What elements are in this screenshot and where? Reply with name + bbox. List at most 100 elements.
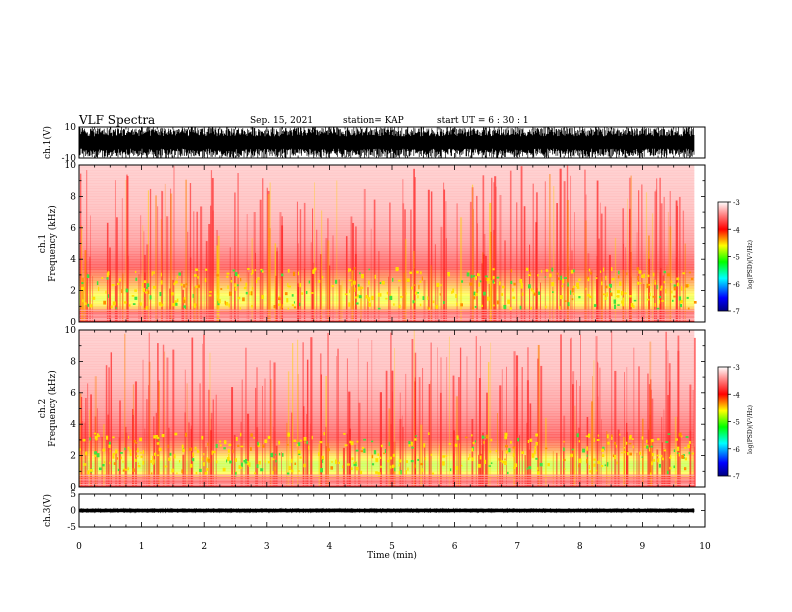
- spectrogram-emission: [417, 295, 419, 299]
- spectrogram-streak: [108, 367, 110, 487]
- spectrogram-streak: [170, 188, 172, 322]
- spectrogram-emission: [414, 438, 417, 441]
- spectrogram-emission: [410, 460, 414, 463]
- spectrogram-emission: [455, 294, 458, 298]
- spectrogram-emission: [158, 447, 162, 452]
- spectrogram-emission: [112, 301, 116, 306]
- spectrogram-emission: [467, 457, 470, 461]
- y-tick-label: 2: [70, 452, 76, 462]
- spectrogram-band: [79, 287, 695, 291]
- spectrogram-streak: [480, 453, 483, 487]
- spectrogram-streak: [160, 219, 163, 322]
- spectrogram-streak: [430, 265, 432, 322]
- spectrogram-streak: [312, 262, 315, 322]
- spectrogram-streak: [626, 451, 629, 487]
- spectrogram-emission: [235, 437, 238, 441]
- spectrogram-emission: [560, 275, 562, 281]
- spectrogram-emission: [178, 460, 181, 463]
- spectrogram-emission: [202, 456, 204, 461]
- spectrogram-band: [79, 238, 695, 242]
- spectrogram-emission: [490, 462, 493, 464]
- spectrogram-emission: [563, 447, 565, 452]
- spectrogram-emission: [228, 453, 230, 459]
- spectrogram-emission: [156, 436, 160, 440]
- spectrogram-streak: [513, 351, 516, 487]
- spectrogram-band: [79, 274, 695, 278]
- spectrogram-emission: [624, 292, 627, 295]
- spectrogram-emission: [418, 284, 420, 290]
- spectrogram-emission: [605, 285, 608, 289]
- spectrogram-emission: [564, 300, 567, 303]
- spectrogram-emission: [630, 302, 634, 308]
- spectrogram-band: [79, 251, 695, 255]
- spectrogram-emission: [237, 444, 240, 447]
- spectrogram-emission: [143, 280, 147, 284]
- spectrogram-streak: [638, 366, 640, 487]
- colorbar-tick-label: -4: [733, 391, 740, 399]
- spectrogram-streak: [674, 416, 677, 487]
- spectrogram-emission: [142, 462, 144, 465]
- spectrogram-streak: [402, 203, 405, 322]
- y-tick-label: 0: [70, 318, 76, 328]
- spectrogram-emission: [647, 274, 650, 278]
- spectrogram-band: [79, 364, 695, 367]
- spectrogram-emission: [294, 462, 297, 465]
- spectrogram-emission: [156, 442, 160, 445]
- spectrogram-emission: [676, 282, 680, 287]
- spectrogram-emission: [160, 280, 163, 285]
- spectrogram-emission: [353, 280, 356, 285]
- spectrogram-emission: [284, 292, 288, 296]
- spectrogram-emission: [301, 292, 304, 295]
- spectrogram-emission: [602, 267, 605, 272]
- spectrogram-emission: [649, 472, 652, 476]
- spectrogram-emission: [686, 296, 689, 299]
- spectrogram-emission: [504, 460, 507, 466]
- spectrogram-band: [79, 196, 695, 200]
- spectrogram-emission: [671, 290, 673, 294]
- spectrogram-streak: [306, 359, 309, 487]
- spectrogram-band: [79, 301, 695, 304]
- spectrogram-emission: [562, 279, 565, 284]
- spectrogram-streak: [677, 335, 680, 487]
- spectrogram-emission: [299, 456, 302, 459]
- spectrogram-emission: [379, 456, 382, 460]
- spectrogram-emission: [512, 288, 514, 292]
- spectrogram-emission: [253, 437, 255, 439]
- spectrogram-emission: [360, 470, 363, 475]
- spectrogram-streak: [559, 168, 562, 322]
- spectrogram-emission: [663, 449, 667, 452]
- spectrogram-emission: [299, 439, 302, 442]
- spectrogram-emission: [278, 295, 281, 299]
- spectrogram-band: [79, 188, 695, 192]
- spectrogram-emission: [659, 288, 663, 291]
- spectrogram-emission: [310, 292, 314, 294]
- spectrogram-emission: [250, 446, 252, 451]
- spectrogram-streak: [210, 412, 213, 487]
- spectrogram-emission: [234, 287, 237, 291]
- spectrogram-streak: [540, 365, 543, 487]
- y-tick-label: 6: [70, 389, 76, 399]
- spectrogram-emission: [431, 472, 435, 475]
- spectrogram-emission: [215, 460, 218, 464]
- spectrogram-emission: [174, 280, 178, 284]
- spectrogram-streak: [355, 254, 357, 322]
- spectrogram-streak: [515, 355, 519, 487]
- spectrogram-emission: [571, 287, 574, 293]
- spectrogram-emission: [254, 269, 256, 272]
- spectrogram-streak: [275, 275, 277, 322]
- spectrogram-emission: [662, 457, 664, 461]
- spectrogram-emission: [552, 291, 554, 294]
- spectrogram-streak: [105, 365, 108, 487]
- spectrogram-band: [79, 185, 695, 189]
- spectrogram-emission: [483, 441, 485, 444]
- spectrogram-emission: [291, 294, 294, 297]
- spectrogram-streak: [210, 205, 212, 322]
- spectrogram-emission: [197, 276, 199, 279]
- spectrogram-emission: [86, 274, 90, 278]
- spectrogram-streak: [161, 190, 163, 322]
- spectrogram-emission: [124, 447, 126, 451]
- spectrogram-emission: [621, 451, 623, 454]
- spectrogram-emission: [264, 460, 266, 463]
- spectrogram-streak: [661, 417, 663, 487]
- spectrogram-emission: [682, 272, 685, 275]
